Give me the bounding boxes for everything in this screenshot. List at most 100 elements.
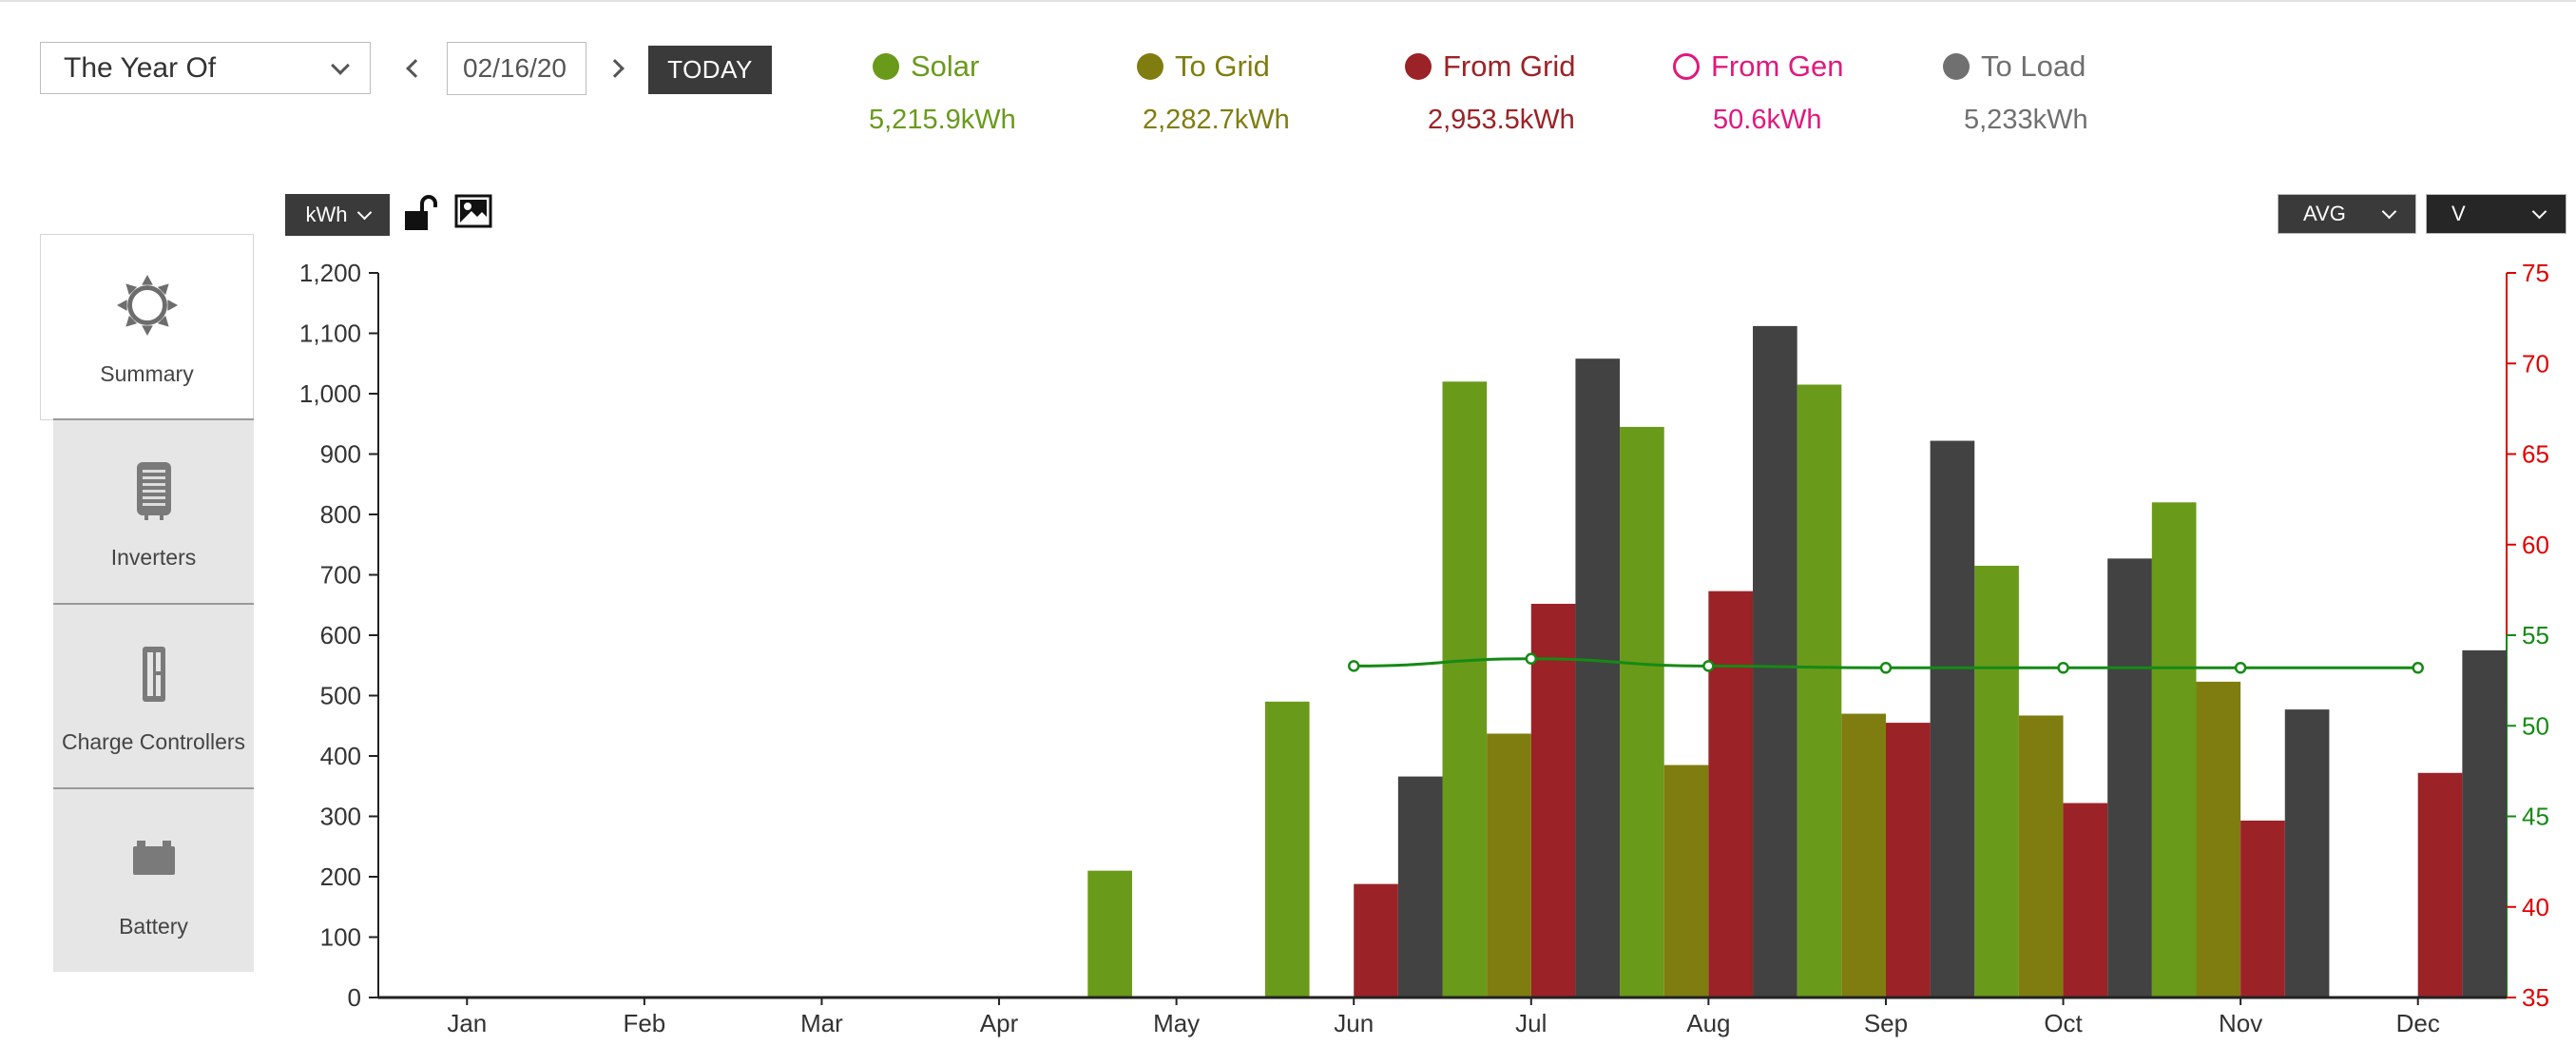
bar-from-grid — [1354, 883, 1398, 998]
legend-label: Solar — [911, 49, 980, 83]
y-tick-label: 100 — [320, 923, 361, 952]
y2-tick-label: 40 — [2522, 893, 2549, 921]
y-tick-label: 800 — [320, 500, 361, 529]
y-tick-label: 700 — [320, 561, 361, 590]
bar-to-grid — [1841, 713, 1886, 998]
voltage-point — [2234, 662, 2247, 674]
x-tick-label: Sep — [1864, 1009, 1908, 1037]
bar-solar — [2151, 502, 2197, 998]
sidebar-item-battery[interactable]: Battery — [53, 787, 254, 972]
period-select[interactable]: The Year Of — [40, 42, 371, 94]
legend-label: To Load — [1981, 49, 2086, 83]
image-export-icon[interactable] — [454, 194, 492, 228]
legend-label: To Grid — [1175, 49, 1270, 83]
legend-label: From Grid — [1443, 49, 1576, 83]
legend-from-gen[interactable]: From Gen 50.6kWh — [1673, 49, 1844, 145]
y2-tick-label: 35 — [2522, 983, 2549, 1012]
bar-to-grid — [1663, 765, 1709, 998]
charge-controller-icon — [143, 647, 165, 702]
bar-solar — [1974, 565, 2019, 998]
y-tick-label: 300 — [320, 803, 361, 831]
sidebar-item-inverters[interactable]: Inverters — [53, 418, 254, 603]
unit-select[interactable]: kWh — [285, 194, 390, 236]
y2-tick-label: 75 — [2522, 259, 2549, 287]
sidebar-item-charge-controllers[interactable]: Charge Controllers — [53, 603, 254, 787]
voltage-point — [2412, 662, 2424, 674]
bar-from-grid — [2417, 772, 2463, 998]
secondary-metric-select-value: V — [2451, 202, 2466, 225]
bar-to-load — [2107, 558, 2152, 998]
to-grid-dot-icon — [1137, 53, 1163, 80]
y2-tick-label: 45 — [2522, 803, 2549, 831]
y-tick-label: 1,100 — [299, 320, 361, 348]
legend-to-grid[interactable]: To Grid 2,282.7kWh — [1137, 49, 1290, 145]
bar-to-load — [1930, 440, 1975, 998]
bar-from-grid — [1885, 723, 1931, 998]
legend-value: 2,282.7kWh — [1143, 105, 1290, 135]
bar-to-load — [2462, 649, 2507, 998]
y-tick-label: 1,200 — [299, 259, 361, 287]
bar-to-load — [1397, 776, 1443, 998]
battery-icon — [133, 841, 175, 875]
x-tick-label: May — [1153, 1009, 1200, 1037]
y2-tick-label: 55 — [2522, 621, 2549, 649]
voltage-point — [1525, 652, 1538, 666]
legend-from-grid[interactable]: From Grid 2,953.5kWh — [1405, 49, 1576, 145]
y-tick-label: 0 — [348, 983, 361, 1012]
bar-to-load — [1575, 358, 1621, 998]
voltage-point — [1879, 662, 1893, 674]
y-tick-label: 600 — [320, 621, 361, 649]
y2-tick-label: 70 — [2522, 349, 2549, 378]
bar-solar — [1797, 384, 1842, 998]
x-tick-label: Apr — [980, 1009, 1019, 1037]
top-divider — [0, 0, 2576, 2]
period-select-value: The Year Of — [64, 51, 217, 84]
bar-to-load — [2284, 709, 2330, 998]
y2-tick-label: 65 — [2522, 440, 2549, 469]
legend-value: 2,953.5kWh — [1428, 105, 1575, 135]
x-tick-label: Feb — [623, 1009, 665, 1037]
bar-solar — [1620, 426, 1664, 998]
bar-solar — [1087, 870, 1132, 998]
legend-label: From Gen — [1711, 49, 1844, 83]
bar-from-grid — [1530, 603, 1576, 998]
legend-to-load[interactable]: To Load 5,233kWh — [1943, 49, 2088, 145]
x-tick-label: Oct — [2044, 1009, 2083, 1037]
unit-select-value: kWh — [305, 203, 348, 226]
aggregation-select[interactable]: AVG — [2278, 194, 2416, 234]
x-tick-label: Jun — [1334, 1009, 1374, 1037]
bar-to-grid — [1487, 733, 1531, 998]
y-tick-label: 400 — [320, 742, 361, 770]
sidebar-item-label: Charge Controllers — [61, 729, 246, 754]
y-tick-label: 500 — [320, 682, 361, 710]
y-tick-label: 200 — [320, 862, 361, 891]
x-tick-label: Nov — [2219, 1009, 2262, 1037]
bar-solar — [1264, 701, 1310, 998]
unlock-icon[interactable] — [403, 194, 437, 232]
legend-solar[interactable]: Solar 5,215.9kWh — [869, 49, 1016, 145]
bar-from-grid — [1708, 591, 1754, 998]
voltage-point — [1702, 660, 1715, 672]
today-button[interactable]: TODAY — [648, 46, 772, 94]
x-tick-label: Dec — [2396, 1009, 2440, 1037]
legend-value: 5,233kWh — [1964, 105, 2088, 135]
date-input[interactable] — [447, 42, 586, 95]
aggregation-select-value: AVG — [2303, 202, 2346, 225]
x-tick-label: Jan — [447, 1009, 487, 1037]
solar-dot-icon — [873, 53, 899, 80]
sidebar-item-label: Battery — [119, 914, 188, 939]
x-tick-label: Mar — [800, 1009, 843, 1037]
sidebar-item-summary[interactable]: Summary — [40, 234, 254, 420]
to-load-dot-icon — [1943, 53, 1970, 80]
sidebar-item-label: Inverters — [110, 545, 197, 570]
bar-from-grid — [2063, 803, 2108, 998]
y-tick-label: 1,000 — [299, 379, 361, 408]
secondary-metric-select[interactable]: V — [2426, 194, 2566, 234]
legend-value: 5,215.9kWh — [869, 105, 1016, 135]
x-tick-label: Jul — [1515, 1009, 1547, 1037]
y2-tick-label: 60 — [2522, 531, 2549, 559]
from-gen-ring-icon — [1673, 53, 1700, 80]
sidebar-item-label: Summary — [100, 361, 194, 386]
legend-value: 50.6kWh — [1713, 105, 1822, 135]
